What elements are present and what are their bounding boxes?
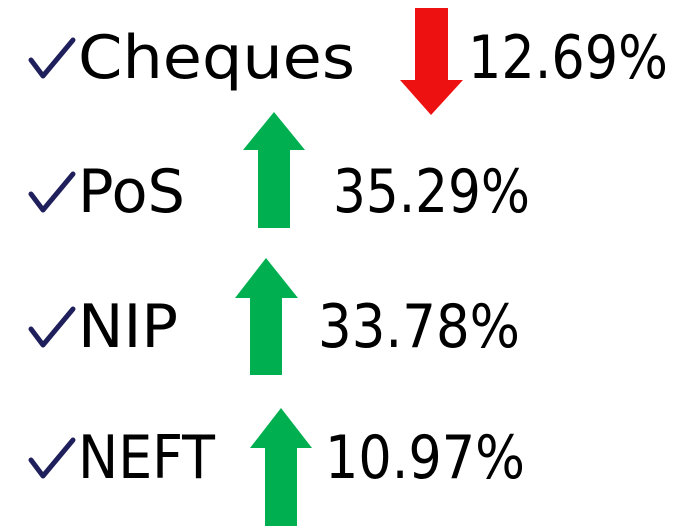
item-change: 35.29% — [333, 157, 530, 227]
item-label: Cheques — [78, 23, 355, 93]
item-change: 10.97% — [325, 423, 525, 493]
check-icon — [28, 37, 76, 79]
item-label: PoS — [78, 157, 185, 227]
check-icon — [28, 306, 76, 348]
up-arrow — [250, 408, 312, 526]
check-icon — [28, 437, 76, 479]
item-label: NEFT — [78, 423, 215, 493]
up-arrow — [235, 258, 298, 375]
up-arrow — [243, 112, 305, 228]
down-arrow — [400, 8, 463, 115]
item-change: 33.78% — [318, 292, 520, 362]
item-label: NIP — [78, 292, 178, 362]
item-change: 12.69% — [468, 23, 668, 93]
check-icon — [28, 171, 76, 213]
